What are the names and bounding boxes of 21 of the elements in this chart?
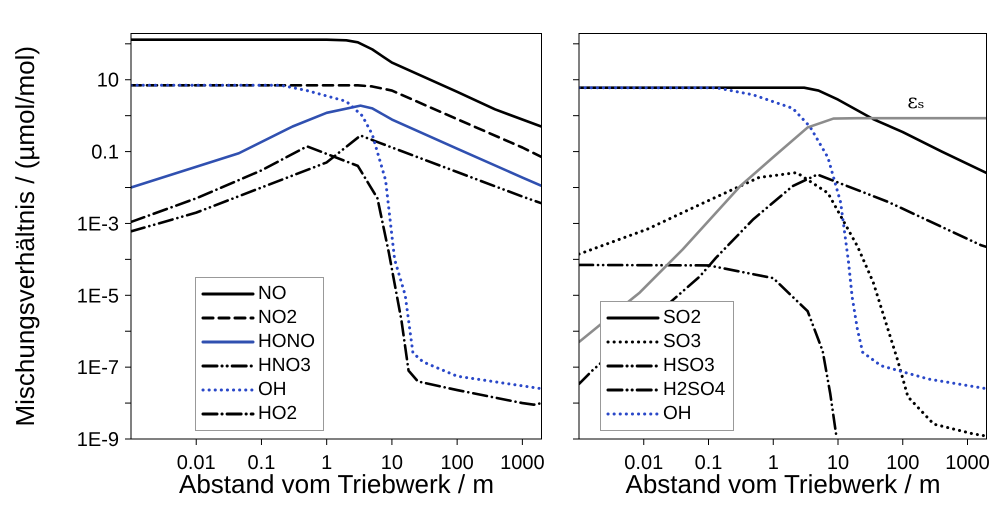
legend-label: SO3 <box>663 331 702 353</box>
legend-label: NO2 <box>258 307 298 329</box>
y-tick-label: 1E-7 <box>76 357 119 380</box>
legend-label: HONO <box>258 331 315 353</box>
x-tick-label: 1000 <box>945 452 990 474</box>
legend-label: NO <box>258 283 286 305</box>
legend-label: HNO3 <box>258 355 311 377</box>
legend-label: OH <box>258 379 286 401</box>
y-tick-label: 1E-9 <box>76 429 119 451</box>
annotation: εₛ <box>907 88 925 113</box>
y-tick-label: 1E-5 <box>76 285 119 308</box>
legend-label: HO2 <box>258 403 298 425</box>
legend-label: H2SO4 <box>663 379 726 401</box>
legend-label: OH <box>663 403 692 425</box>
legend-label: HSO3 <box>663 355 715 377</box>
y-tick-label: 0.1 <box>91 142 119 164</box>
y-tick-label: 10 <box>96 70 119 92</box>
y-tick-label: 1E-3 <box>76 213 119 236</box>
y-axis-title: Mischungsverhältnis / (µmol/mol) <box>10 46 40 426</box>
x-tick-label: 1000 <box>500 452 545 474</box>
legend-label: SO2 <box>663 307 702 329</box>
